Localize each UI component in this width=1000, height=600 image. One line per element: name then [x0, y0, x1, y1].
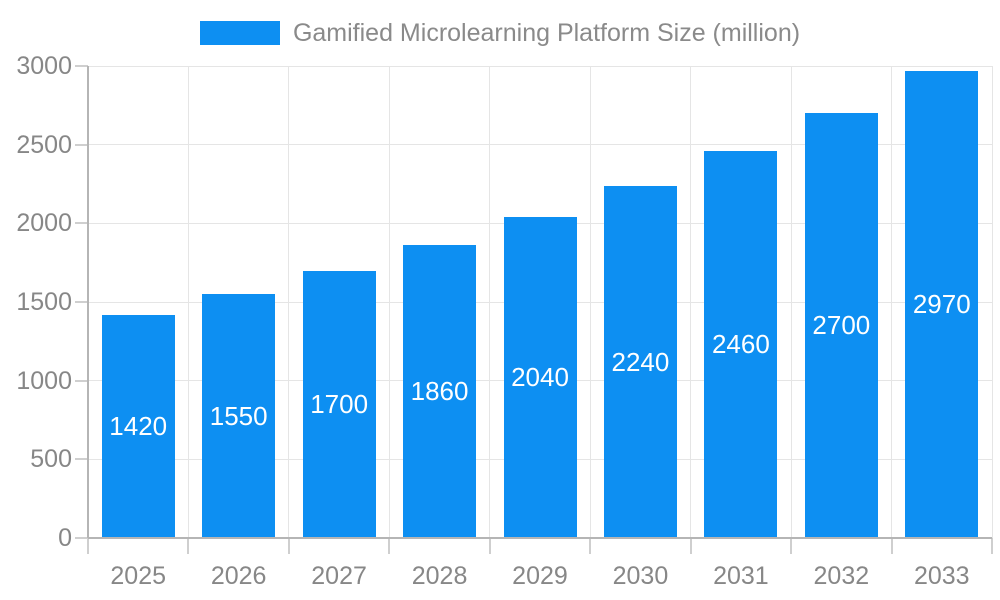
y-tick-label: 2500: [16, 130, 72, 159]
bar-value-label: 2700: [812, 310, 871, 340]
bar: [302, 271, 376, 538]
x-tick: [287, 538, 290, 554]
y-tick-label: 3000: [16, 52, 72, 80]
bar-value-label: 2240: [611, 347, 670, 377]
bar: [804, 113, 878, 538]
v-gridline: [589, 66, 591, 538]
x-tick: [388, 538, 391, 554]
v-gridline: [690, 66, 692, 538]
x-tick-label: 2025: [110, 562, 167, 590]
x-tick: [87, 538, 89, 554]
x-tick-label: 2027: [311, 562, 367, 590]
x-tick-label: 2026: [210, 562, 267, 590]
y-tick-label: 2000: [16, 209, 72, 238]
bar-value-label: 1420: [109, 411, 168, 441]
x-tick-label: 2029: [512, 562, 568, 590]
legend-swatch-icon: [199, 21, 280, 45]
h-gridline: [88, 144, 992, 146]
bar: [101, 315, 175, 538]
x-tick: [488, 538, 491, 554]
legend[interactable]: Gamified Microlearning Platform Size (mi…: [0, 19, 1000, 47]
y-tick: [75, 537, 88, 539]
x-tick: [187, 538, 190, 554]
y-tick: [75, 65, 88, 67]
y-tick-label: 1500: [16, 288, 72, 316]
v-gridline: [891, 66, 893, 538]
x-tick-label: 2030: [612, 562, 669, 590]
x-tick-label: 2032: [813, 562, 870, 590]
x-tick-label: 2031: [713, 562, 769, 590]
x-axis-line: [88, 537, 992, 539]
y-tick: [75, 222, 88, 225]
x-tick: [790, 538, 793, 554]
y-tick: [75, 379, 88, 382]
x-tick-label: 2033: [913, 562, 970, 590]
bar-value-label: 1860: [410, 376, 469, 406]
bar-value-label: 2460: [711, 329, 770, 359]
y-axis-line: [87, 66, 89, 538]
bar: [603, 186, 677, 538]
bar: [503, 217, 577, 538]
v-gridline: [489, 66, 491, 538]
v-gridline: [388, 66, 390, 538]
y-tick: [75, 458, 88, 461]
bar: [403, 245, 477, 538]
x-tick-label: 2028: [411, 562, 468, 590]
y-tick: [75, 301, 88, 303]
x-tick: [991, 538, 993, 554]
x-tick: [589, 538, 592, 554]
legend-label: Gamified Microlearning Platform Size (mi…: [292, 19, 801, 47]
bar-value-label: 1700: [310, 389, 369, 419]
v-gridline: [991, 66, 993, 538]
v-gridline: [187, 66, 189, 538]
bar-value-label: 1550: [209, 401, 268, 431]
y-tick-label: 0: [58, 524, 72, 552]
x-tick: [689, 538, 692, 554]
bar: [704, 151, 778, 538]
bar-value-label: 2970: [912, 289, 971, 319]
y-tick: [75, 143, 88, 146]
y-tick-label: 1000: [16, 366, 72, 395]
bar: [202, 294, 276, 538]
x-tick: [890, 538, 893, 554]
v-gridline: [790, 66, 792, 538]
bar-value-label: 2040: [511, 362, 569, 392]
h-gridline: [88, 65, 992, 67]
bar: [905, 71, 979, 538]
v-gridline: [288, 66, 290, 538]
y-tick-label: 500: [30, 445, 72, 474]
